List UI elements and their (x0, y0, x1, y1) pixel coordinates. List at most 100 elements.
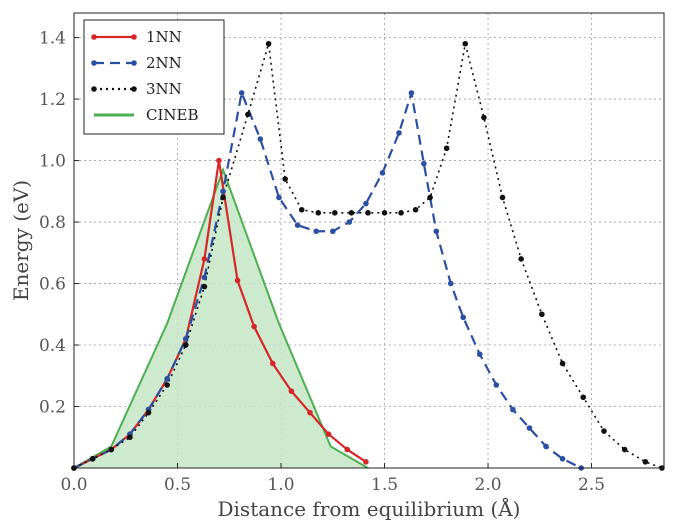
2nn-point (313, 228, 320, 235)
2nn-point (460, 314, 466, 321)
legend-3nn-marker (131, 86, 137, 92)
2nn-point (493, 382, 500, 388)
legend-1nn-label: 1NN (146, 28, 182, 46)
3nn-point (601, 428, 607, 434)
x-tick-label: 0.0 (60, 475, 87, 495)
2nn-point (220, 188, 226, 195)
y-tick-label: 1.4 (39, 29, 66, 49)
2nn-point (182, 336, 189, 342)
2nn-point (396, 130, 402, 136)
x-tick-label: 0.5 (164, 475, 191, 495)
2nn-point (510, 406, 516, 413)
3nn-point (145, 409, 152, 416)
legend-cineb-label: CINEB (146, 106, 199, 124)
legend-3nn-label: 3NN (146, 80, 182, 98)
2nn-point (238, 90, 245, 96)
3nn-point (282, 176, 288, 182)
2nn-point (447, 280, 454, 287)
1nn-point (216, 157, 222, 164)
cineb-area (73, 166, 369, 469)
2nn-point (201, 274, 208, 281)
3nn-point (499, 194, 506, 201)
3nn-point (398, 210, 404, 216)
series-markers (71, 40, 665, 471)
2nn-point (257, 136, 264, 142)
3nn-point (298, 206, 305, 213)
3nn-point (580, 394, 587, 401)
y-axis-title: Energy (eV) (9, 180, 33, 301)
1nn-point (307, 409, 313, 416)
3nn-point (332, 210, 338, 216)
y-tick-label: 0.6 (39, 275, 66, 295)
3nn-point (182, 342, 189, 348)
3nn-point (127, 434, 133, 441)
x-tick-label: 1.0 (267, 475, 294, 495)
legend-3nn-marker (91, 86, 97, 92)
legend-1nn-marker (91, 34, 97, 40)
2nn-point (294, 222, 301, 228)
y-tick-label: 0.4 (39, 336, 66, 356)
axis-ticks: 0.0 0.5 1.0 1.5 2.0 2.5 0.2 0.4 0.6 0.8 1.0 1.2 1.4 (39, 29, 605, 495)
1nn-point (363, 459, 369, 465)
1nn-point (325, 431, 332, 437)
1nn-point (344, 446, 351, 453)
3nn-point (108, 446, 115, 453)
3nn-point (265, 40, 272, 47)
2nn-point (559, 455, 566, 462)
legend: 1NN 2NN 3NN CINEB (83, 19, 225, 135)
2nn-point (526, 425, 533, 431)
3nn-point (220, 194, 226, 201)
3nn-point (381, 210, 388, 216)
1nn-point (234, 277, 241, 284)
3nn-point (348, 210, 355, 216)
y-tick-label: 1.0 (39, 152, 66, 172)
1nn-point (269, 360, 276, 367)
2nn-point (476, 351, 483, 358)
legend-2nn-marker (91, 60, 97, 66)
2nn-point (433, 228, 440, 235)
3nn-point (201, 283, 208, 290)
3nn-point (89, 455, 96, 462)
y-tick-label: 0.2 (39, 398, 66, 418)
2nn-point (276, 194, 282, 201)
2nn-point (408, 90, 415, 96)
2nn-point (543, 443, 549, 450)
3nn-point (462, 40, 469, 47)
x-tick-label: 2.0 (475, 475, 502, 495)
1nn-point (251, 323, 257, 330)
3nn-point (481, 114, 487, 121)
3nn-point (443, 145, 450, 152)
2nn-point (421, 160, 427, 167)
3nn-point (427, 194, 433, 201)
2nn-point (329, 228, 336, 235)
legend-2nn-marker (131, 60, 137, 66)
1nn-point (288, 388, 295, 394)
2nn-point (164, 376, 170, 382)
2nn-point (363, 200, 369, 207)
3nn-point (559, 360, 566, 367)
3nn-point (365, 210, 371, 216)
plot-frame (73, 12, 665, 469)
x-tick-label: 2.5 (578, 475, 605, 495)
y-tick-label: 0.8 (39, 213, 66, 233)
3nn-point (642, 459, 649, 465)
3nn-point (315, 210, 322, 216)
legend-2nn-label: 2NN (146, 54, 182, 72)
1nn-point (201, 256, 208, 262)
legend-1nn-marker (131, 34, 137, 40)
cineb-fill (74, 169, 368, 469)
grid (74, 13, 664, 468)
x-axis-title: Distance from equilibrium (Å) (218, 496, 521, 521)
3nn-point (539, 311, 545, 318)
3nn-point (412, 206, 419, 213)
3nn-point (164, 382, 170, 388)
3nn-point (518, 256, 524, 262)
3nn-point (621, 446, 628, 453)
3nn-point (245, 111, 251, 118)
cineb-line (73, 166, 369, 469)
y-tick-label: 1.2 (39, 90, 66, 110)
2nn-point (346, 219, 353, 225)
x-tick-label: 1.5 (371, 475, 398, 495)
2nn-point (379, 170, 386, 176)
